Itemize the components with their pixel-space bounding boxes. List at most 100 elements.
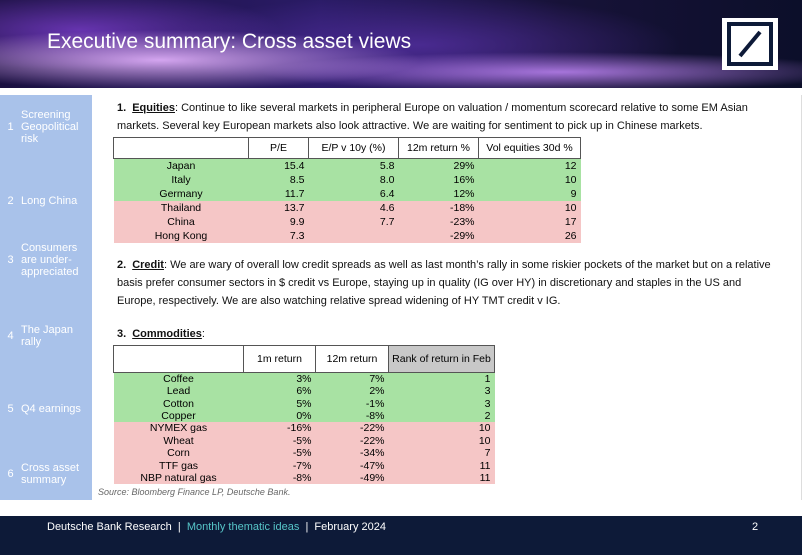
cell: -22% [359, 434, 385, 447]
column-header: Vol equities 30d % [478, 137, 581, 159]
cell: TTF gas [158, 459, 199, 472]
cell: 5.8 [379, 159, 395, 172]
cell: 12% [453, 187, 475, 200]
item-number: 1 [7, 121, 14, 133]
row: Japan 15.4 5.8 29% 12 [113, 158, 581, 173]
item-number: 6 [7, 468, 14, 480]
table: 1m return 12m return Rank of return in Feb… [113, 345, 495, 485]
cell: Cotton [163, 397, 194, 410]
section-heading: Credit [132, 259, 164, 271]
section-text: : [201, 328, 205, 340]
cell: -1% [365, 397, 385, 410]
cell: 6% [296, 385, 312, 398]
cell: Germany [159, 187, 203, 200]
page-number: 2 [752, 521, 759, 533]
row: China 9.9 7.7 -23% 17 [113, 214, 581, 229]
item-label: Q4 earnings [21, 403, 81, 415]
cell: Lead [166, 385, 191, 398]
date: February 2024 [314, 521, 386, 533]
sidebar-item: 4 The Japan rally [0, 316, 85, 356]
cell: 10 [564, 201, 577, 214]
item-label: Long China [21, 195, 78, 207]
row: Wheat -5% -22% 10 [113, 434, 495, 447]
row: NYMEX gas -16% -22% 10 [113, 422, 495, 435]
sidebar-item: 5 Q4 earnings [0, 389, 85, 429]
column-header [113, 137, 249, 159]
cell: Wheat [163, 434, 194, 447]
table: P/E E/P v 10y (%) 12m return % Vol equities… [113, 137, 581, 243]
cell: -16% [286, 422, 312, 435]
logo [722, 18, 778, 70]
section-number: 3. [117, 328, 127, 340]
cell: -49% [359, 471, 385, 484]
row: Hong Kong 7.3 -29% 26 [113, 228, 581, 243]
item-label: The Japan rally [21, 324, 73, 348]
cell: Copper [161, 409, 196, 422]
sidebar-item: 2 Long China [0, 181, 85, 221]
footer-text: Deutsche Bank Research | Monthly themati… [47, 521, 386, 533]
series: Monthly thematic ideas [186, 521, 300, 533]
cell: -29% [449, 229, 475, 242]
column-header: Rank of return in Feb [388, 345, 495, 373]
section-number: 2. [117, 259, 127, 271]
cell: -5% [292, 434, 312, 447]
cell: 11 [479, 459, 491, 472]
cell: 26 [564, 229, 577, 242]
cell: Hong Kong [154, 229, 208, 242]
cell: 3 [484, 385, 491, 398]
header-row: P/E E/P v 10y (%) 12m return % Vol equities… [113, 137, 581, 159]
item-number: 5 [7, 403, 14, 415]
column-header: 12m return [315, 345, 389, 373]
section: 1. Equities: Continue to like several mar… [117, 99, 777, 135]
cell: Italy [171, 173, 191, 186]
cell: 9 [570, 187, 577, 200]
cell [309, 229, 399, 243]
content: 1. Equities: Continue to like several mar… [95, 95, 802, 500]
section: 3. Commodities: [117, 325, 777, 343]
item-label: Cross asset summary [21, 462, 80, 486]
cell: -5% [292, 447, 312, 460]
cell: 11 [479, 471, 491, 484]
title: Executive summary: Cross asset views [47, 30, 412, 53]
cell: 11.7 [284, 187, 305, 200]
cell: NBP natural gas [140, 471, 217, 484]
cell: -18% [449, 201, 475, 214]
cell: -47% [359, 459, 385, 472]
item-label: Consumers are under-appreciated [21, 242, 79, 278]
row: TTF gas -7% -47% 11 [113, 459, 495, 472]
row: Germany 11.7 6.4 12% 9 [113, 186, 581, 201]
cell: 3% [296, 373, 312, 385]
cell: Japan [166, 159, 196, 172]
cell: Corn [167, 447, 190, 460]
cell: 15.4 [284, 159, 305, 172]
row: Cotton 5% -1% 3 [113, 397, 495, 410]
cell: 13.7 [284, 201, 305, 214]
row: Thailand 13.7 4.6 -18% 10 [113, 200, 581, 215]
cell: 16% [453, 173, 475, 186]
item-number: 4 [7, 330, 14, 342]
cell: 12 [564, 159, 577, 172]
cell: 10 [564, 173, 577, 186]
cell: China [167, 215, 195, 228]
cell: 7 [484, 447, 491, 460]
cell: 5% [296, 397, 312, 410]
column-header: 12m return % [398, 137, 479, 159]
cell: 1 [484, 373, 491, 385]
cell: 7.7 [379, 215, 395, 228]
header-row: 1m return 12m return Rank of return in Feb [113, 345, 495, 373]
section-number: 1. [117, 102, 127, 114]
cell: -8% [292, 471, 312, 484]
cell: 2 [484, 409, 491, 422]
item-label: Screening Geopolitical risk [21, 109, 79, 145]
cell: 29% [453, 159, 475, 172]
source: Source: Bloomberg Finance LP, Deutsche B… [98, 487, 291, 497]
logo-icon [727, 22, 773, 66]
cell: -23% [449, 215, 475, 228]
cell: 8.5 [289, 173, 305, 186]
section: 2. Credit: We are wary of overall low cre… [117, 256, 777, 310]
column-header: 1m return [243, 345, 316, 373]
row: Corn -5% -34% 7 [113, 446, 495, 460]
cell: 4.6 [379, 201, 395, 214]
column-header: E/P v 10y (%) [308, 137, 399, 159]
